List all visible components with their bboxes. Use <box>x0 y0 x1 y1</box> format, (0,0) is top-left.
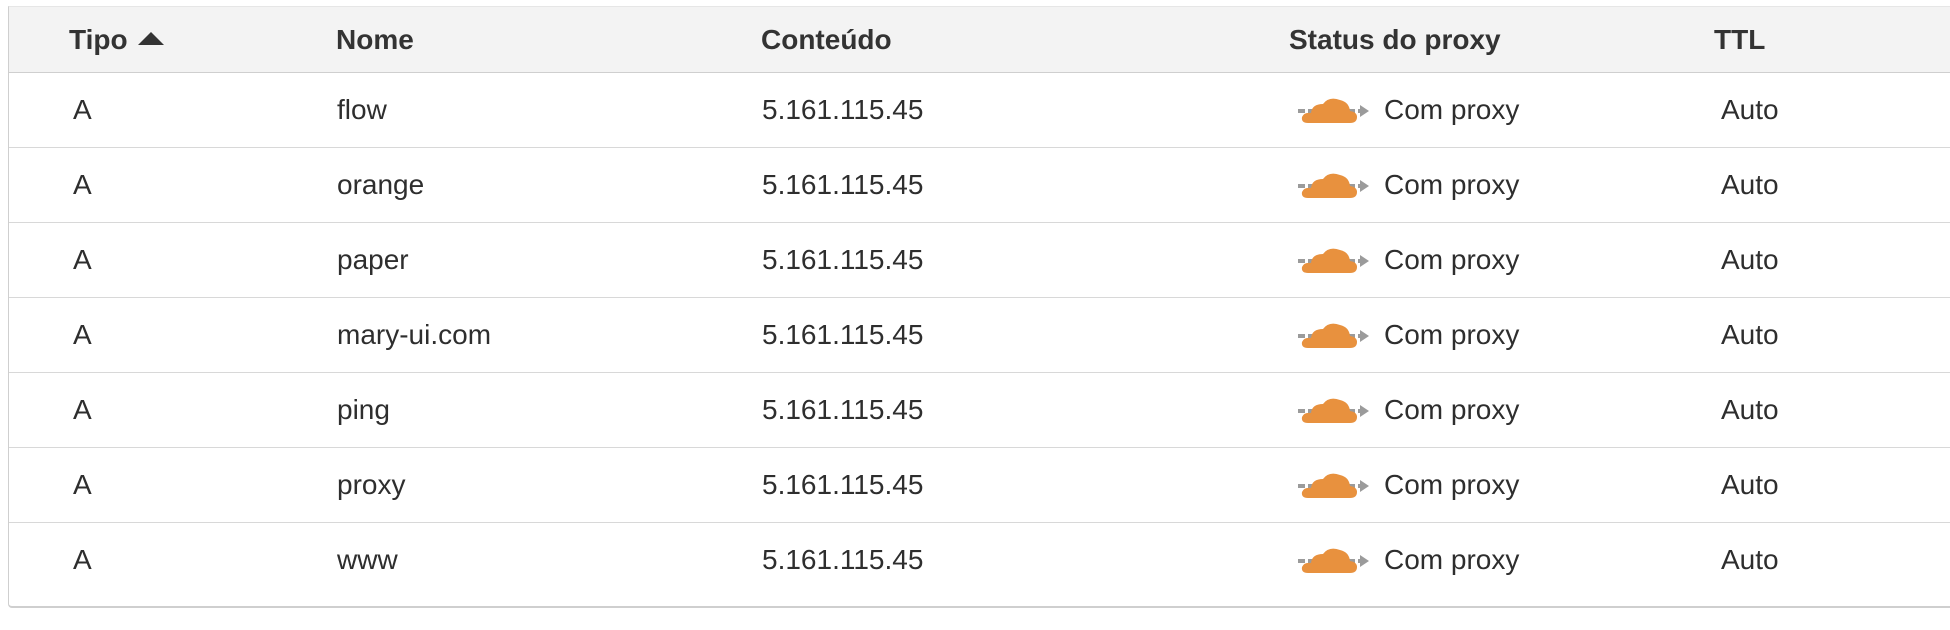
record-type: A <box>73 394 92 425</box>
record-type: A <box>73 319 92 350</box>
record-ttl: Auto <box>1721 94 1779 125</box>
record-name: flow <box>337 94 387 125</box>
record-name: proxy <box>337 469 406 500</box>
record-ttl: Auto <box>1721 319 1779 350</box>
table-row[interactable]: A ping 5.161.115.45 Com proxy Auto <box>9 373 1950 448</box>
proxy-status: Com proxy <box>1296 319 1519 351</box>
record-content: 5.161.115.45 <box>762 169 924 200</box>
record-ttl: Auto <box>1721 169 1779 200</box>
table-row[interactable]: A mary-ui.com 5.161.115.45 Com proxy Aut… <box>9 298 1950 373</box>
proxy-status-label: Com proxy <box>1384 469 1520 500</box>
column-header-type-label: Tipo <box>69 23 128 55</box>
table-row[interactable]: A orange 5.161.115.45 Com proxy Auto <box>9 148 1950 223</box>
dns-records-table: Tipo Nome Conteúdo Status do proxy TTL A… <box>8 6 1950 608</box>
record-type: A <box>73 469 92 500</box>
proxied-cloud-icon <box>1298 98 1369 123</box>
proxy-status-label: Com proxy <box>1384 544 1520 575</box>
column-header-content[interactable]: Conteúdo <box>761 23 892 55</box>
record-ttl: Auto <box>1721 544 1779 575</box>
proxied-cloud-icon <box>1298 473 1369 498</box>
proxy-status: Com proxy <box>1296 169 1519 201</box>
record-name: orange <box>337 169 425 200</box>
proxied-cloud-icon <box>1298 248 1369 273</box>
proxy-status: Com proxy <box>1296 469 1519 501</box>
column-header-ttl[interactable]: TTL <box>1714 23 1766 55</box>
proxy-status: Com proxy <box>1296 94 1519 126</box>
record-content: 5.161.115.45 <box>762 544 924 575</box>
proxy-status-label: Com proxy <box>1384 94 1520 125</box>
proxied-cloud-icon <box>1298 323 1369 348</box>
proxied-cloud-icon <box>1298 173 1369 198</box>
record-ttl: Auto <box>1721 469 1779 500</box>
record-content: 5.161.115.45 <box>762 319 924 350</box>
record-content: 5.161.115.45 <box>762 244 924 275</box>
table-row[interactable]: A www 5.161.115.45 Com proxy Auto <box>9 523 1950 597</box>
column-header-name[interactable]: Nome <box>336 23 414 55</box>
proxied-cloud-icon <box>1298 398 1369 423</box>
record-content: 5.161.115.45 <box>762 94 924 125</box>
table-row[interactable]: A paper 5.161.115.45 Com proxy Auto <box>9 223 1950 298</box>
record-type: A <box>73 94 92 125</box>
column-header-proxy-status[interactable]: Status do proxy <box>1289 23 1501 55</box>
proxy-status-label: Com proxy <box>1384 319 1520 350</box>
proxy-status-label: Com proxy <box>1384 169 1520 200</box>
proxy-status: Com proxy <box>1296 244 1519 276</box>
record-ttl: Auto <box>1721 244 1779 275</box>
table-body: A flow 5.161.115.45 Com proxy Auto A ora… <box>9 73 1950 597</box>
record-name: www <box>337 544 398 575</box>
proxy-status-label: Com proxy <box>1384 244 1520 275</box>
proxied-cloud-icon <box>1298 548 1369 573</box>
proxy-status: Com proxy <box>1296 544 1519 576</box>
record-type: A <box>73 169 92 200</box>
column-header-type[interactable]: Tipo <box>69 24 164 56</box>
proxy-status: Com proxy <box>1296 394 1519 426</box>
record-type: A <box>73 544 92 575</box>
table-row[interactable]: A flow 5.161.115.45 Com proxy Auto <box>9 73 1950 148</box>
record-content: 5.161.115.45 <box>762 469 924 500</box>
record-type: A <box>73 244 92 275</box>
record-name: ping <box>337 394 390 425</box>
record-ttl: Auto <box>1721 394 1779 425</box>
sort-ascending-arrow-icon <box>137 31 164 45</box>
table-row[interactable]: A proxy 5.161.115.45 Com proxy Auto <box>9 448 1950 523</box>
record-name: paper <box>337 244 409 275</box>
record-content: 5.161.115.45 <box>762 394 924 425</box>
record-name: mary-ui.com <box>337 319 492 350</box>
proxy-status-label: Com proxy <box>1384 394 1520 425</box>
table-header: Tipo Nome Conteúdo Status do proxy TTL <box>9 7 1950 73</box>
